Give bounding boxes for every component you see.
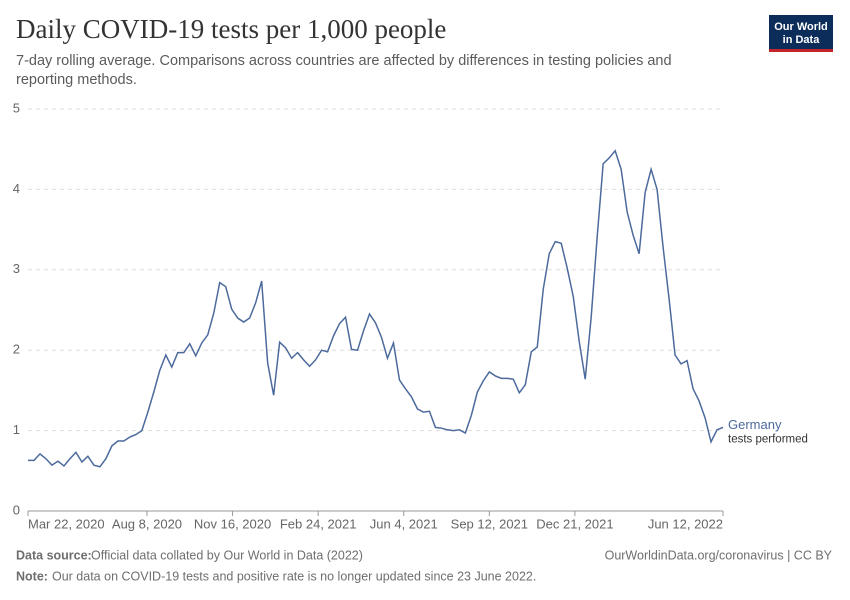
x-tick-label: Feb 24, 2021 — [280, 516, 357, 531]
x-tick-label: Mar 22, 2020 — [28, 516, 105, 531]
logo-text: Our World — [774, 21, 828, 33]
x-tick-label: Aug 8, 2020 — [112, 516, 182, 531]
x-tick-label: Nov 16, 2020 — [194, 516, 271, 531]
legend-note: tests performed — [728, 433, 808, 445]
x-tick-label: Dec 21, 2021 — [536, 516, 613, 531]
logo-text: in Data — [783, 34, 821, 46]
note-label: Note: — [16, 569, 48, 583]
logo-bar — [769, 49, 833, 52]
x-tick-label: Sep 12, 2021 — [451, 516, 528, 531]
y-tick-label: 0 — [13, 502, 20, 517]
line — [28, 149, 724, 468]
y-tick-label: 1 — [13, 422, 20, 437]
subtitle: reporting methods. — [16, 72, 137, 88]
legend-label: Germany — [728, 417, 782, 432]
subtitle: 7-day rolling average. Comparisons acros… — [16, 53, 672, 69]
logo — [769, 15, 833, 52]
chart-title: Daily COVID-19 tests per 1,000 people — [16, 14, 446, 44]
source-label: Data source: — [16, 548, 92, 562]
y-tick-label: 4 — [13, 181, 20, 196]
y-tick-label: 3 — [13, 261, 20, 276]
x-tick-label: Jun 12, 2022 — [648, 516, 723, 531]
source: Official data collated by Our World in D… — [91, 548, 363, 562]
y-tick-label: 2 — [13, 342, 20, 357]
source-url[interactable]: OurWorldinData.org/coronavirus | CC BY — [605, 548, 833, 562]
x-tick-label: Jun 4, 2021 — [370, 516, 438, 531]
y-tick-label: 5 — [13, 100, 20, 115]
note: Our data on COVID-19 tests and positive … — [52, 569, 536, 583]
